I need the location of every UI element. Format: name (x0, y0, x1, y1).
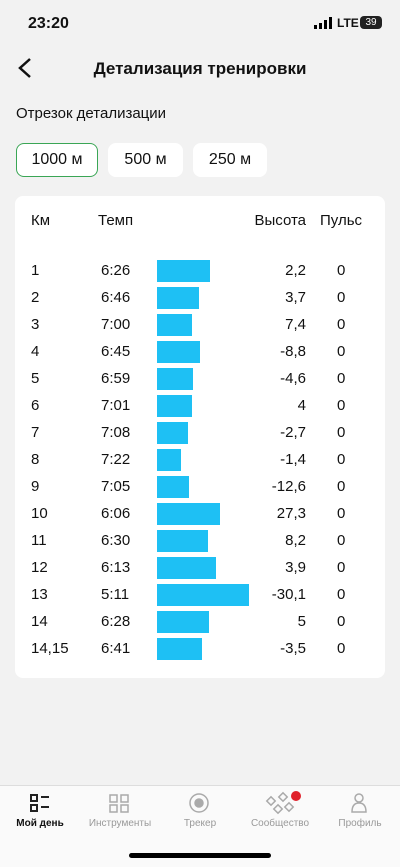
pace: 7:22 (101, 451, 131, 468)
pace: 6:30 (101, 532, 131, 549)
km: 6 (31, 397, 40, 414)
pace: 6:46 (101, 289, 131, 306)
altitude: 5 (297, 613, 306, 630)
pulse: 0 (337, 505, 346, 522)
home-indicator (129, 853, 271, 858)
altitude: 7,4 (285, 316, 306, 333)
pulse: 0 (337, 262, 346, 279)
pace-bar (157, 395, 192, 417)
km: 14 (31, 613, 48, 630)
pulse: 0 (337, 424, 346, 441)
column-header: Высота (254, 212, 306, 229)
pace-bar (157, 314, 193, 336)
altitude: 4 (297, 397, 306, 414)
page-title: Детализация тренировки (93, 59, 307, 78)
altitude: 3,9 (285, 559, 306, 576)
pace: 6:13 (101, 559, 131, 576)
pulse: 0 (337, 613, 346, 630)
pace-bar (157, 476, 190, 498)
pace: 6:26 (101, 262, 131, 279)
status-network: LTE (337, 16, 359, 30)
km: 7 (31, 424, 40, 441)
battery: 39 (360, 16, 382, 29)
tab-label[interactable]: Профиль (338, 818, 382, 829)
segment-option[interactable]: 1000 м (16, 143, 98, 177)
altitude: -4,6 (280, 370, 306, 387)
pace-bar (157, 422, 188, 444)
pace-bar (157, 449, 181, 471)
pace: 6:59 (101, 370, 131, 387)
pace-bar (157, 530, 208, 552)
pace: 7:01 (101, 397, 131, 414)
pulse: 0 (337, 640, 346, 657)
km: 12 (31, 559, 48, 576)
altitude: 27,3 (276, 505, 306, 522)
pace-bar (157, 557, 217, 579)
pace-bar (157, 611, 209, 633)
column-header: Пульс (320, 212, 363, 229)
pace: 7:00 (101, 316, 131, 333)
pace-bar (157, 341, 200, 363)
pulse: 0 (337, 559, 346, 576)
column-header: Км (31, 212, 51, 229)
km: 9 (31, 478, 40, 495)
tab-label[interactable]: Инструменты (88, 818, 152, 829)
tab-label[interactable]: Мой день (16, 818, 64, 829)
km: 10 (31, 505, 48, 522)
km: 5 (31, 370, 40, 387)
pulse: 0 (337, 397, 346, 414)
segment-option[interactable]: 500 м (108, 143, 183, 177)
km: 14,15 (31, 640, 69, 657)
pace-bar (157, 584, 249, 606)
pulse: 0 (337, 370, 346, 387)
signal-icon (314, 17, 332, 29)
pulse: 0 (337, 316, 346, 333)
km: 1 (31, 262, 40, 279)
pulse: 0 (337, 586, 346, 603)
altitude: 3,7 (285, 289, 306, 306)
pulse: 0 (337, 478, 346, 495)
altitude: 2,2 (285, 262, 306, 279)
pace: 6:28 (101, 613, 131, 630)
km: 2 (31, 289, 40, 306)
km: 4 (31, 343, 40, 360)
pace: 6:06 (101, 505, 131, 522)
pulse: 0 (337, 532, 346, 549)
km: 13 (31, 586, 48, 603)
km: 8 (31, 451, 40, 468)
pulse: 0 (337, 343, 346, 360)
pace-bar (157, 638, 202, 660)
pace-bar (157, 260, 210, 282)
km: 3 (31, 316, 40, 333)
altitude: -8,8 (280, 343, 306, 360)
pace-bar (157, 287, 200, 309)
tab-icons (30, 791, 367, 815)
altitude: 8,2 (285, 532, 306, 549)
column-header: Темп (98, 212, 134, 229)
pulse: 0 (337, 289, 346, 306)
pulse: 0 (337, 451, 346, 468)
altitude: -1,4 (280, 451, 306, 468)
altitude: -30,1 (271, 586, 306, 603)
pace: 7:05 (101, 478, 131, 495)
pace: 6:45 (101, 343, 131, 360)
segment-option[interactable]: 250 м (193, 143, 267, 177)
pace: 7:08 (101, 424, 131, 441)
pace-bar (157, 503, 221, 525)
km: 11 (31, 532, 47, 549)
altitude: -12,6 (271, 478, 306, 495)
status-time: 23:20 (28, 15, 69, 32)
tab-label[interactable]: Трекер (183, 818, 217, 829)
altitude: -2,7 (280, 424, 306, 441)
tab-label[interactable]: Сообщество (250, 818, 310, 829)
pace-bar (157, 368, 193, 390)
pace: 5:11 (101, 586, 130, 603)
pace: 6:41 (101, 640, 131, 657)
altitude: -3,5 (280, 640, 306, 657)
segment-label: Отрезок детализации (16, 105, 167, 122)
back-button[interactable] (16, 57, 34, 79)
